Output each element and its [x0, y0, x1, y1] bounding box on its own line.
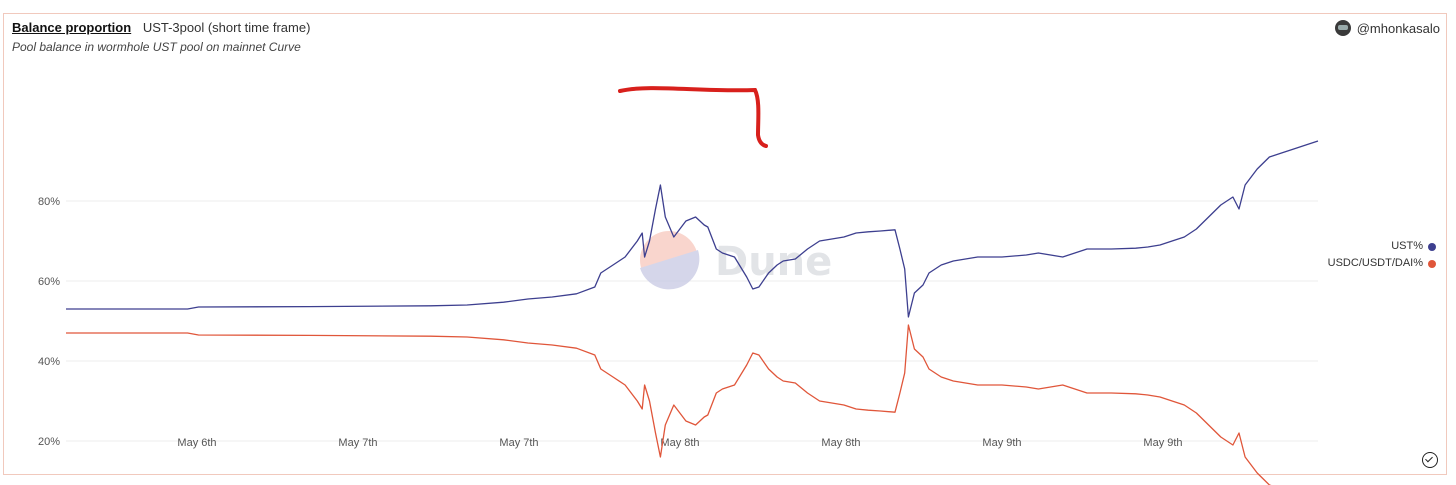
legend-item-ust[interactable]: UST%: [1328, 238, 1436, 255]
x-tick-label: May 8th: [660, 437, 699, 449]
x-tick-label: May 8th: [821, 437, 860, 449]
hand-drawn-annotation: [618, 86, 768, 148]
x-tick-label: May 7th: [338, 437, 377, 449]
chart-header: Balance proportion UST-3pool (short time…: [12, 20, 310, 35]
author-name: @mhonkasalo: [1356, 20, 1440, 36]
chart-subtitle: UST-3pool (short time frame): [142, 20, 311, 35]
x-tick-label: May 9th: [982, 437, 1021, 449]
author-badge[interactable]: @mhonkasalo: [1334, 20, 1440, 36]
chart-title-link[interactable]: Balance proportion: [12, 20, 132, 35]
legend: UST% USDC/USDT/DAI%: [1328, 238, 1436, 272]
avatar: [1334, 20, 1351, 36]
y-tick-label: 80%: [38, 196, 60, 208]
check-circle-icon[interactable]: [1422, 452, 1438, 468]
x-tick-label: May 6th: [177, 437, 216, 449]
y-tick-label: 60%: [38, 276, 60, 288]
dune-watermark: Dune: [640, 231, 832, 290]
watermark-text: Dune: [715, 239, 832, 285]
y-tick-label: 20%: [38, 436, 60, 448]
legend-label-stables: USDC/USDT/DAI%: [1327, 257, 1423, 269]
x-tick-label: May 7th: [499, 437, 538, 449]
legend-dot-ust: [1428, 242, 1436, 251]
legend-dot-stables: [1428, 259, 1436, 268]
series-line-stables[interactable]: [66, 324, 1318, 485]
y-tick-label: 40%: [38, 356, 60, 368]
legend-item-stables[interactable]: USDC/USDT/DAI%: [1328, 255, 1436, 272]
series-line-ust[interactable]: [66, 140, 1319, 318]
x-tick-label: May 9th: [1143, 437, 1182, 449]
chart-description: Pool balance in wormhole UST pool on mai…: [12, 40, 301, 54]
legend-label-ust: UST%: [1391, 240, 1423, 252]
